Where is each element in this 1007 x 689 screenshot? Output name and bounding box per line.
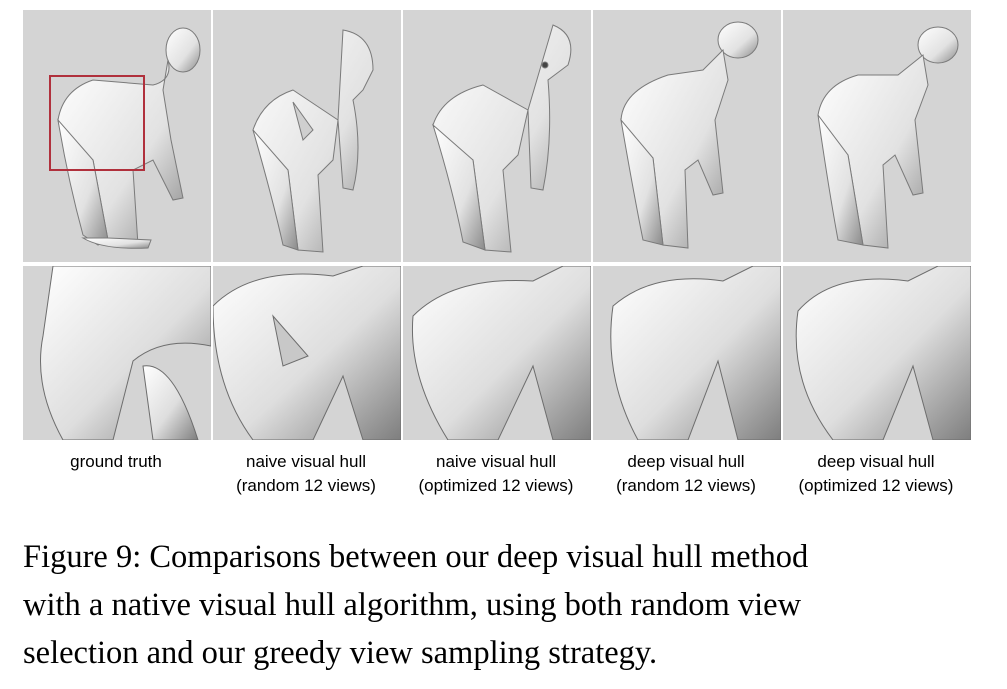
zoom-region-box bbox=[49, 75, 145, 171]
body-figure-icon bbox=[817, 26, 959, 249]
zoomed-crop-icon bbox=[40, 266, 211, 440]
caption-line: selection and our greedy view sampling s… bbox=[23, 635, 658, 671]
column-label-ground-truth: ground truth bbox=[70, 452, 162, 471]
render-deep-optimized-full bbox=[783, 10, 971, 262]
figure-caption: Figure 9: Comparisons between our deep v… bbox=[23, 533, 983, 677]
crop-deep-random bbox=[593, 266, 781, 440]
caption-line: with a native visual hull algorithm, usi… bbox=[23, 587, 802, 623]
zoomed-crop-icon bbox=[795, 266, 971, 440]
render-naive-random-full bbox=[213, 10, 401, 262]
column-label-naive-random: naive visual hull (random 12 views) bbox=[236, 452, 376, 495]
caption-line: Figure 9: Comparisons between our deep v… bbox=[23, 539, 809, 575]
zoomed-crop-icon bbox=[411, 266, 591, 440]
crop-ground-truth bbox=[23, 266, 211, 440]
render-ground-truth-full bbox=[23, 10, 211, 262]
column-label-deep-optimized: deep visual hull (optimized 12 views) bbox=[798, 452, 954, 495]
render-deep-random-full bbox=[593, 10, 781, 262]
zoomed-crop-icon bbox=[213, 266, 401, 440]
crop-naive-optimized bbox=[403, 266, 591, 440]
column-label-naive-optimized: naive visual hull (optimized 12 views) bbox=[418, 452, 574, 495]
render-naive-optimized-full bbox=[403, 10, 591, 262]
body-figure-icon bbox=[432, 24, 572, 253]
body-figure-icon bbox=[252, 29, 374, 253]
body-figure-icon bbox=[620, 21, 759, 249]
body-figure-icon bbox=[49, 27, 201, 249]
crop-deep-optimized bbox=[783, 266, 971, 440]
column-label-deep-random: deep visual hull (random 12 views) bbox=[616, 452, 756, 495]
crop-naive-random bbox=[213, 266, 401, 440]
zoomed-crop-icon bbox=[610, 266, 781, 440]
